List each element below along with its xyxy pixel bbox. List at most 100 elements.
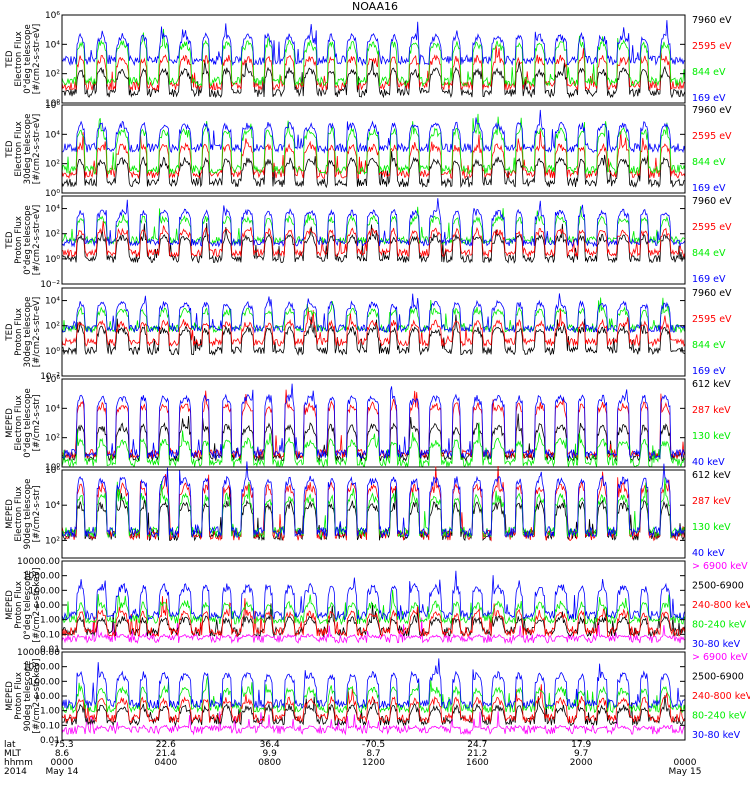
y-tick-label: 10⁰ xyxy=(45,463,60,473)
legend-entry: 2500-6900 xyxy=(692,581,744,592)
legend-entry: 30-80 keV xyxy=(692,730,741,741)
legend-entry: 2595 eV xyxy=(692,131,732,142)
x-tick-label: 8.7 xyxy=(366,749,380,759)
y-axis-label: Electron Flux xyxy=(14,395,24,450)
series-line-240-800-kev xyxy=(61,684,686,724)
y-tick-label: 0.10 xyxy=(40,721,60,731)
y-tick-label: 10⁶ xyxy=(45,466,60,476)
y-tick-label: 10.00 xyxy=(34,601,60,611)
y-tick-label: 0.10 xyxy=(40,630,60,640)
panel-1: 10⁰ 10² 10⁴ 10⁶ TED Electron Flux 0°deg telesc… xyxy=(5,11,732,109)
legend: > 6900 keV 2500-6900 240-800 keV 80-240 keV… xyxy=(692,561,750,650)
panel-frame xyxy=(61,195,686,285)
y-tick-label: 10⁰ xyxy=(45,189,60,199)
series-line-169-ev xyxy=(61,198,686,248)
series-line-612-kev xyxy=(61,486,686,542)
legend-entry: 240-800 keV xyxy=(692,691,750,702)
legend: 7960 eV 2595 eV 844 eV 169 eV xyxy=(692,196,732,285)
x-tick-label: 8.6 xyxy=(55,749,70,759)
y-tick-label: 0.01 xyxy=(40,645,60,655)
y-tick-label: 100.00 xyxy=(29,677,61,687)
y-tick-label: 10⁴ xyxy=(45,297,60,307)
series-line-30-80-kev xyxy=(61,570,686,621)
legend-entry: 169 eV xyxy=(692,274,726,285)
x-tick-label: May 15 xyxy=(669,767,702,777)
y-axis-label: [#/cm2-s-str-keV] xyxy=(32,568,42,643)
y-axis-label: Electron Flux xyxy=(14,31,24,86)
x-tick-label: 0000 xyxy=(674,758,697,768)
y-axis-label: TED xyxy=(5,231,15,250)
y-tick-label: 10⁰ xyxy=(45,347,60,357)
y-axis-label: MEPED xyxy=(5,499,15,529)
legend-entry: 130 keV xyxy=(692,522,731,533)
series-line-169-ev xyxy=(61,109,686,154)
y-tick-label: 10⁻² xyxy=(40,372,60,382)
series-line-40-kev xyxy=(61,383,686,460)
y-axis-label: [#/cm2-s-str-eV] xyxy=(32,205,42,275)
legend-entry: 2595 eV xyxy=(692,222,732,233)
y-axis-label: Electron Flux xyxy=(14,121,24,176)
legend-entry: 844 eV xyxy=(692,248,726,259)
x-tick-label: 17.9 xyxy=(571,740,591,750)
y-tick-label: 1.00 xyxy=(40,707,60,717)
y-axis-label: 90deg telescope xyxy=(23,479,33,550)
x-row-label: hhmm xyxy=(4,758,33,768)
y-axis-label: 30deg telescope xyxy=(23,114,33,185)
y-tick-label: 10.00 xyxy=(34,692,60,702)
y-axis-label: [#/cm2-s-str-keV] xyxy=(32,659,42,734)
series-line-7960-ev xyxy=(61,222,686,264)
panel-frame xyxy=(61,378,686,468)
y-tick-label: 100.00 xyxy=(29,586,61,596)
y-tick-label: 0.01 xyxy=(40,736,60,746)
x-tick-label: 1600 xyxy=(466,758,489,768)
y-axis-label: MEPED xyxy=(5,590,15,620)
series-line-169-ev xyxy=(61,293,686,334)
y-axis-label: Proton Flux xyxy=(14,672,24,720)
legend: 7960 eV 2595 eV 844 eV 169 eV xyxy=(692,105,732,194)
y-axis-label: Proton Flux xyxy=(14,308,24,356)
legend-entry: 40 keV xyxy=(692,457,725,468)
y-axis-label: [#/cm2-s-str] xyxy=(32,486,42,543)
y-tick-label: 10² xyxy=(45,230,60,240)
x-tick-label: -75.3 xyxy=(50,740,73,750)
series-line-844-ev xyxy=(61,28,686,88)
series-line-7960-ev xyxy=(61,314,686,356)
y-axis-label: 90deg telescope xyxy=(23,661,33,732)
y-tick-label: 10000.00 xyxy=(17,557,60,567)
y-tick-label: 10⁶ xyxy=(45,101,60,111)
legend-entry: 80-240 keV xyxy=(692,711,747,722)
y-axis-label: 0°deg telescope xyxy=(23,24,33,93)
y-axis-label: TED xyxy=(5,140,15,159)
y-tick-label: 1000.00 xyxy=(23,663,60,673)
y-tick-label: 10⁴ xyxy=(45,130,60,140)
series-line-169-ev xyxy=(61,20,686,67)
series-line-844-ev xyxy=(61,297,686,334)
legend-entry: 612 keV xyxy=(692,470,731,481)
x-tick-label: 24.7 xyxy=(467,740,487,750)
series-line-240-800-kev xyxy=(61,596,686,638)
x-tick-label: 0800 xyxy=(258,758,281,768)
y-axis-label: TED xyxy=(5,50,15,69)
series-line-287-kev xyxy=(61,465,686,542)
legend-entry: 240-800 keV xyxy=(692,600,750,611)
series-line-80-240-kev xyxy=(61,589,686,626)
x-tick-label: 0400 xyxy=(154,758,177,768)
legend-entry: 40 keV xyxy=(692,548,725,559)
panel-6: 10² 10⁴ 10⁶ MEPED Electron Flux 90deg telesco… xyxy=(5,461,731,559)
legend-entry: 7960 eV xyxy=(692,15,732,26)
legend-entry: > 6900 keV xyxy=(692,652,748,663)
series-line-287-kev xyxy=(61,389,686,460)
panel-frame xyxy=(61,287,686,377)
x-row-label: 2014 xyxy=(4,767,27,777)
x-row-label: MLT xyxy=(4,749,22,759)
series-line-2595-ev xyxy=(61,130,686,180)
legend-entry: 130 keV xyxy=(692,431,731,442)
series-line-844-ev xyxy=(61,113,686,176)
y-axis-label: MEPED xyxy=(5,408,15,438)
y-axis-label: 0°deg telescope xyxy=(23,388,33,457)
y-tick-label: 10⁻² xyxy=(40,280,60,290)
x-row-label: lat xyxy=(4,740,16,750)
legend-entry: 2595 eV xyxy=(692,41,732,52)
series-line-2500-6900 xyxy=(61,603,686,638)
